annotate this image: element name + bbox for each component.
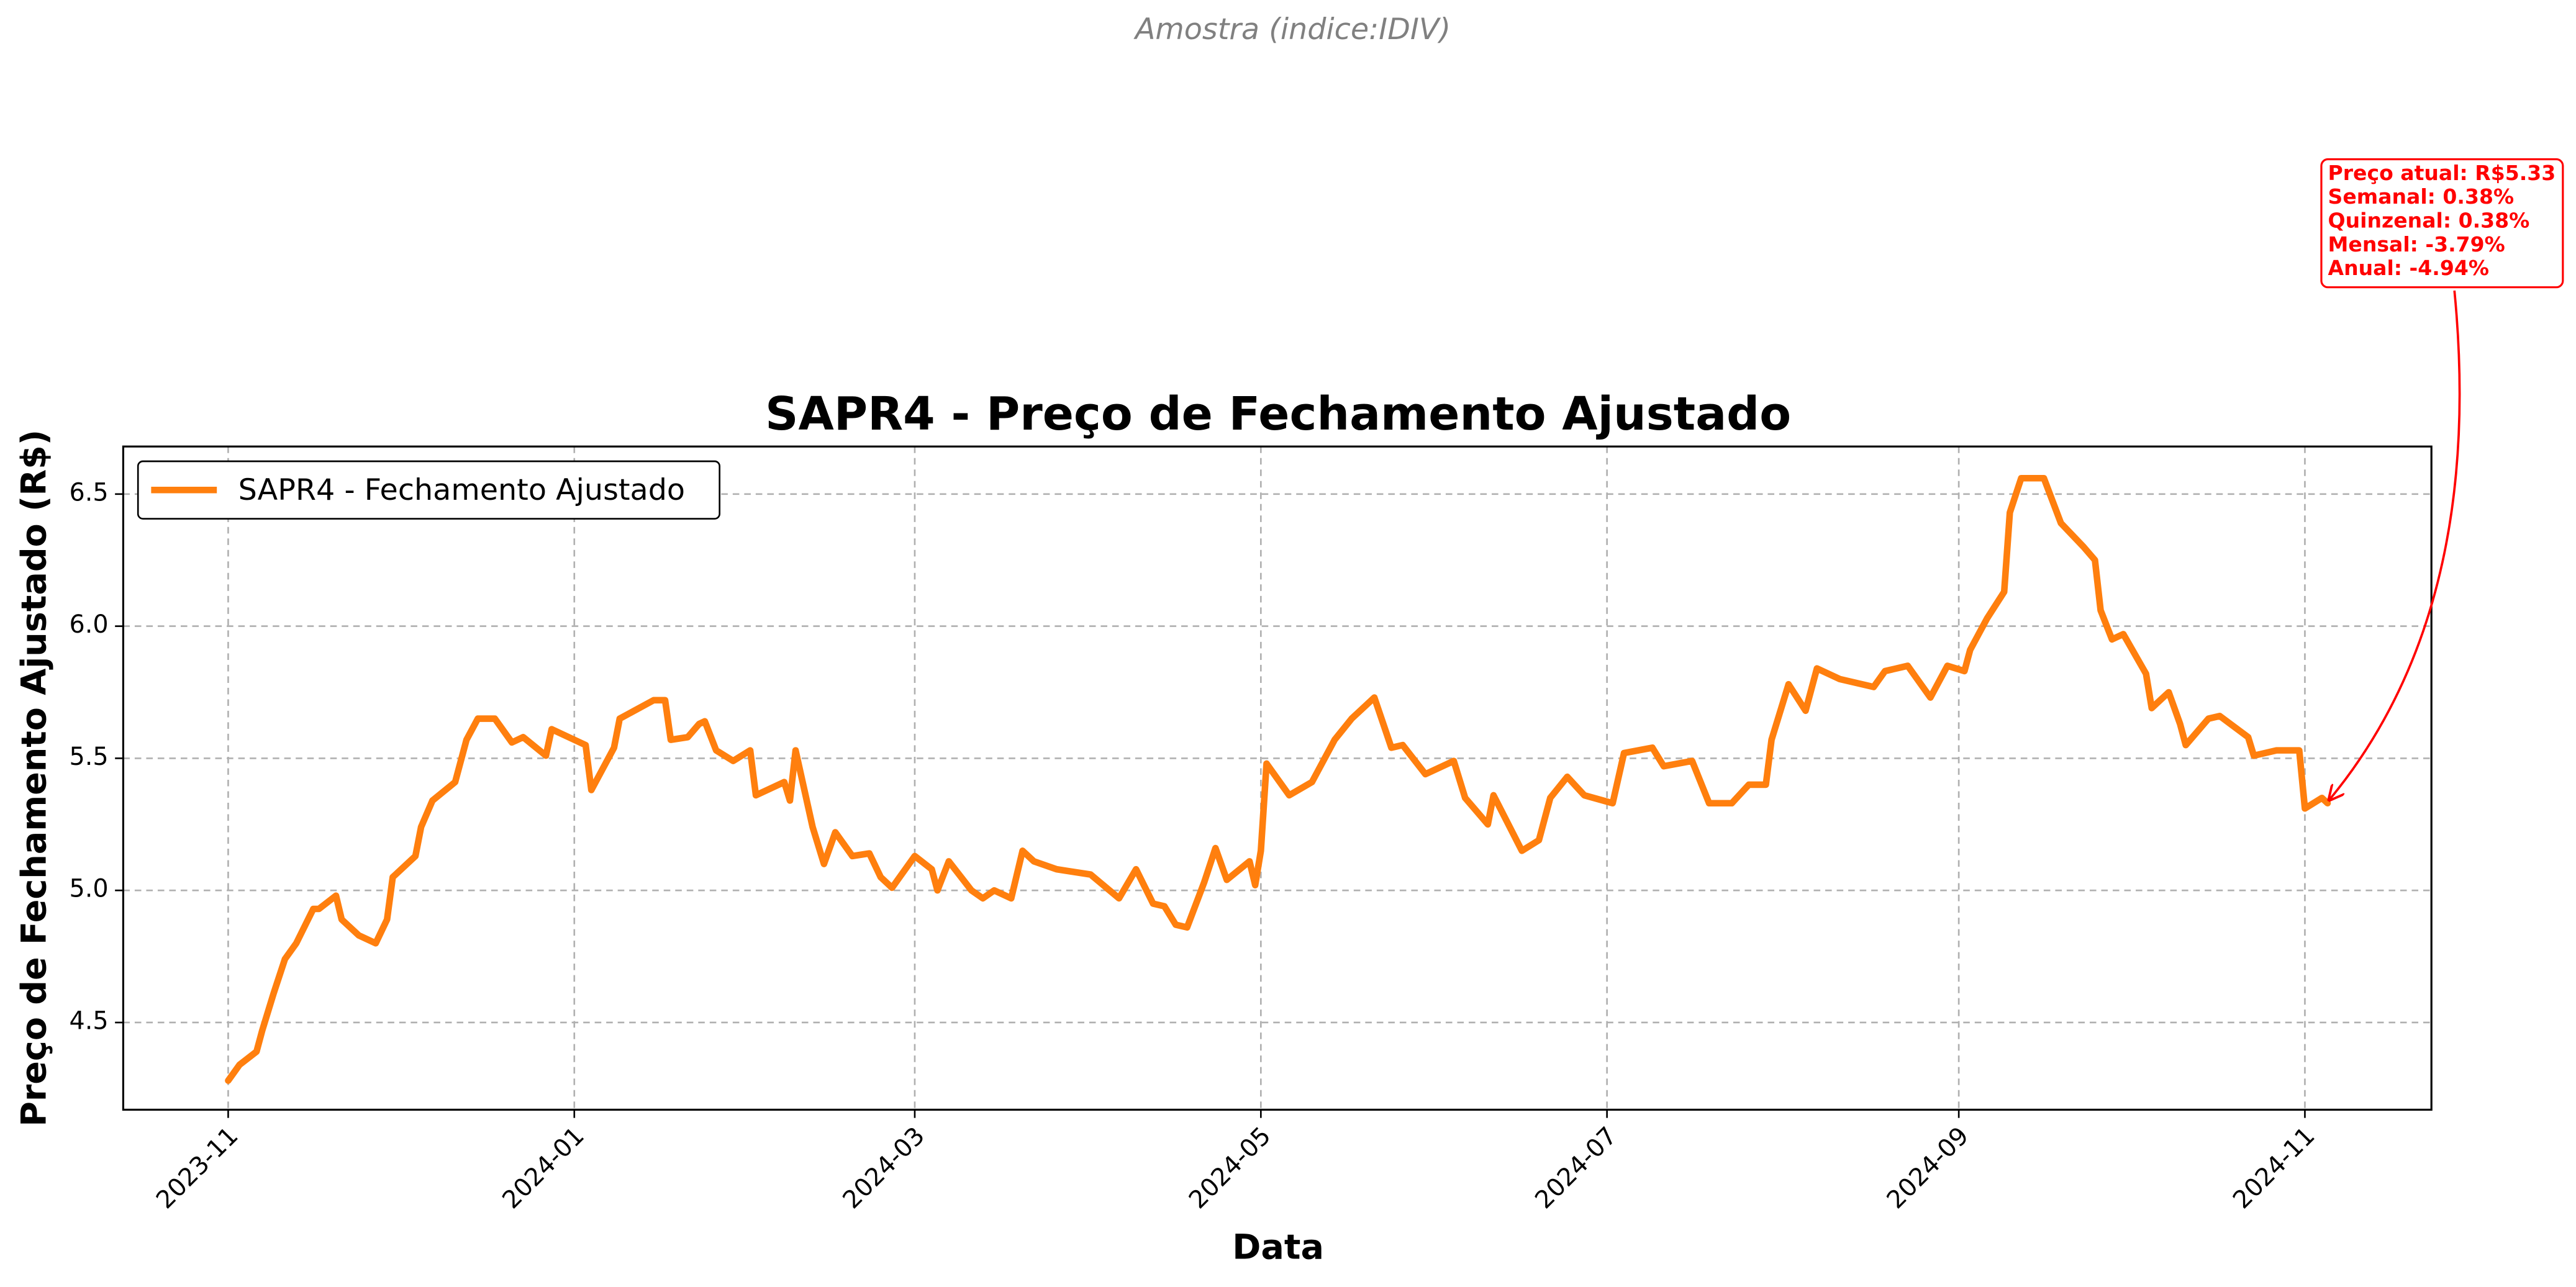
y-tick-label: 6.0	[70, 610, 109, 639]
y-tick-label: 5.0	[70, 875, 109, 903]
annotation-arrow	[2329, 290, 2461, 800]
legend: SAPR4 - Fechamento Ajustado	[137, 460, 721, 520]
annotation-box	[2320, 158, 2564, 289]
annotation-text: Preço atual: R$5.33	[2328, 161, 2556, 185]
y-axis-label: Preço de Fechamento Ajustado (R$)	[14, 430, 54, 1127]
plot-area	[225, 474, 2331, 1084]
legend-label: SAPR4 - Fechamento Ajustado	[238, 473, 685, 507]
y-tick-label: 4.5	[70, 1006, 109, 1035]
x-axis-label: Data	[1232, 1227, 1324, 1267]
annotation-text: Quinzenal: 0.38%	[2328, 208, 2530, 232]
y-tick-label: 6.5	[70, 478, 109, 507]
legend-frame	[137, 460, 721, 520]
line-series	[225, 474, 2331, 1084]
annotation-text: Mensal: -3.79%	[2328, 232, 2505, 256]
y-tick-label: 5.5	[70, 743, 109, 771]
annotation-text: Anual: -4.94%	[2328, 256, 2489, 280]
axes-frame	[122, 445, 2433, 1111]
annotation-text: Semanal: 0.38%	[2328, 184, 2515, 209]
chart-title: SAPR4 - Preço de Fechamento Ajustado	[765, 387, 1791, 441]
suptitle: Amostra (indice:IDIV)	[1133, 12, 1451, 47]
